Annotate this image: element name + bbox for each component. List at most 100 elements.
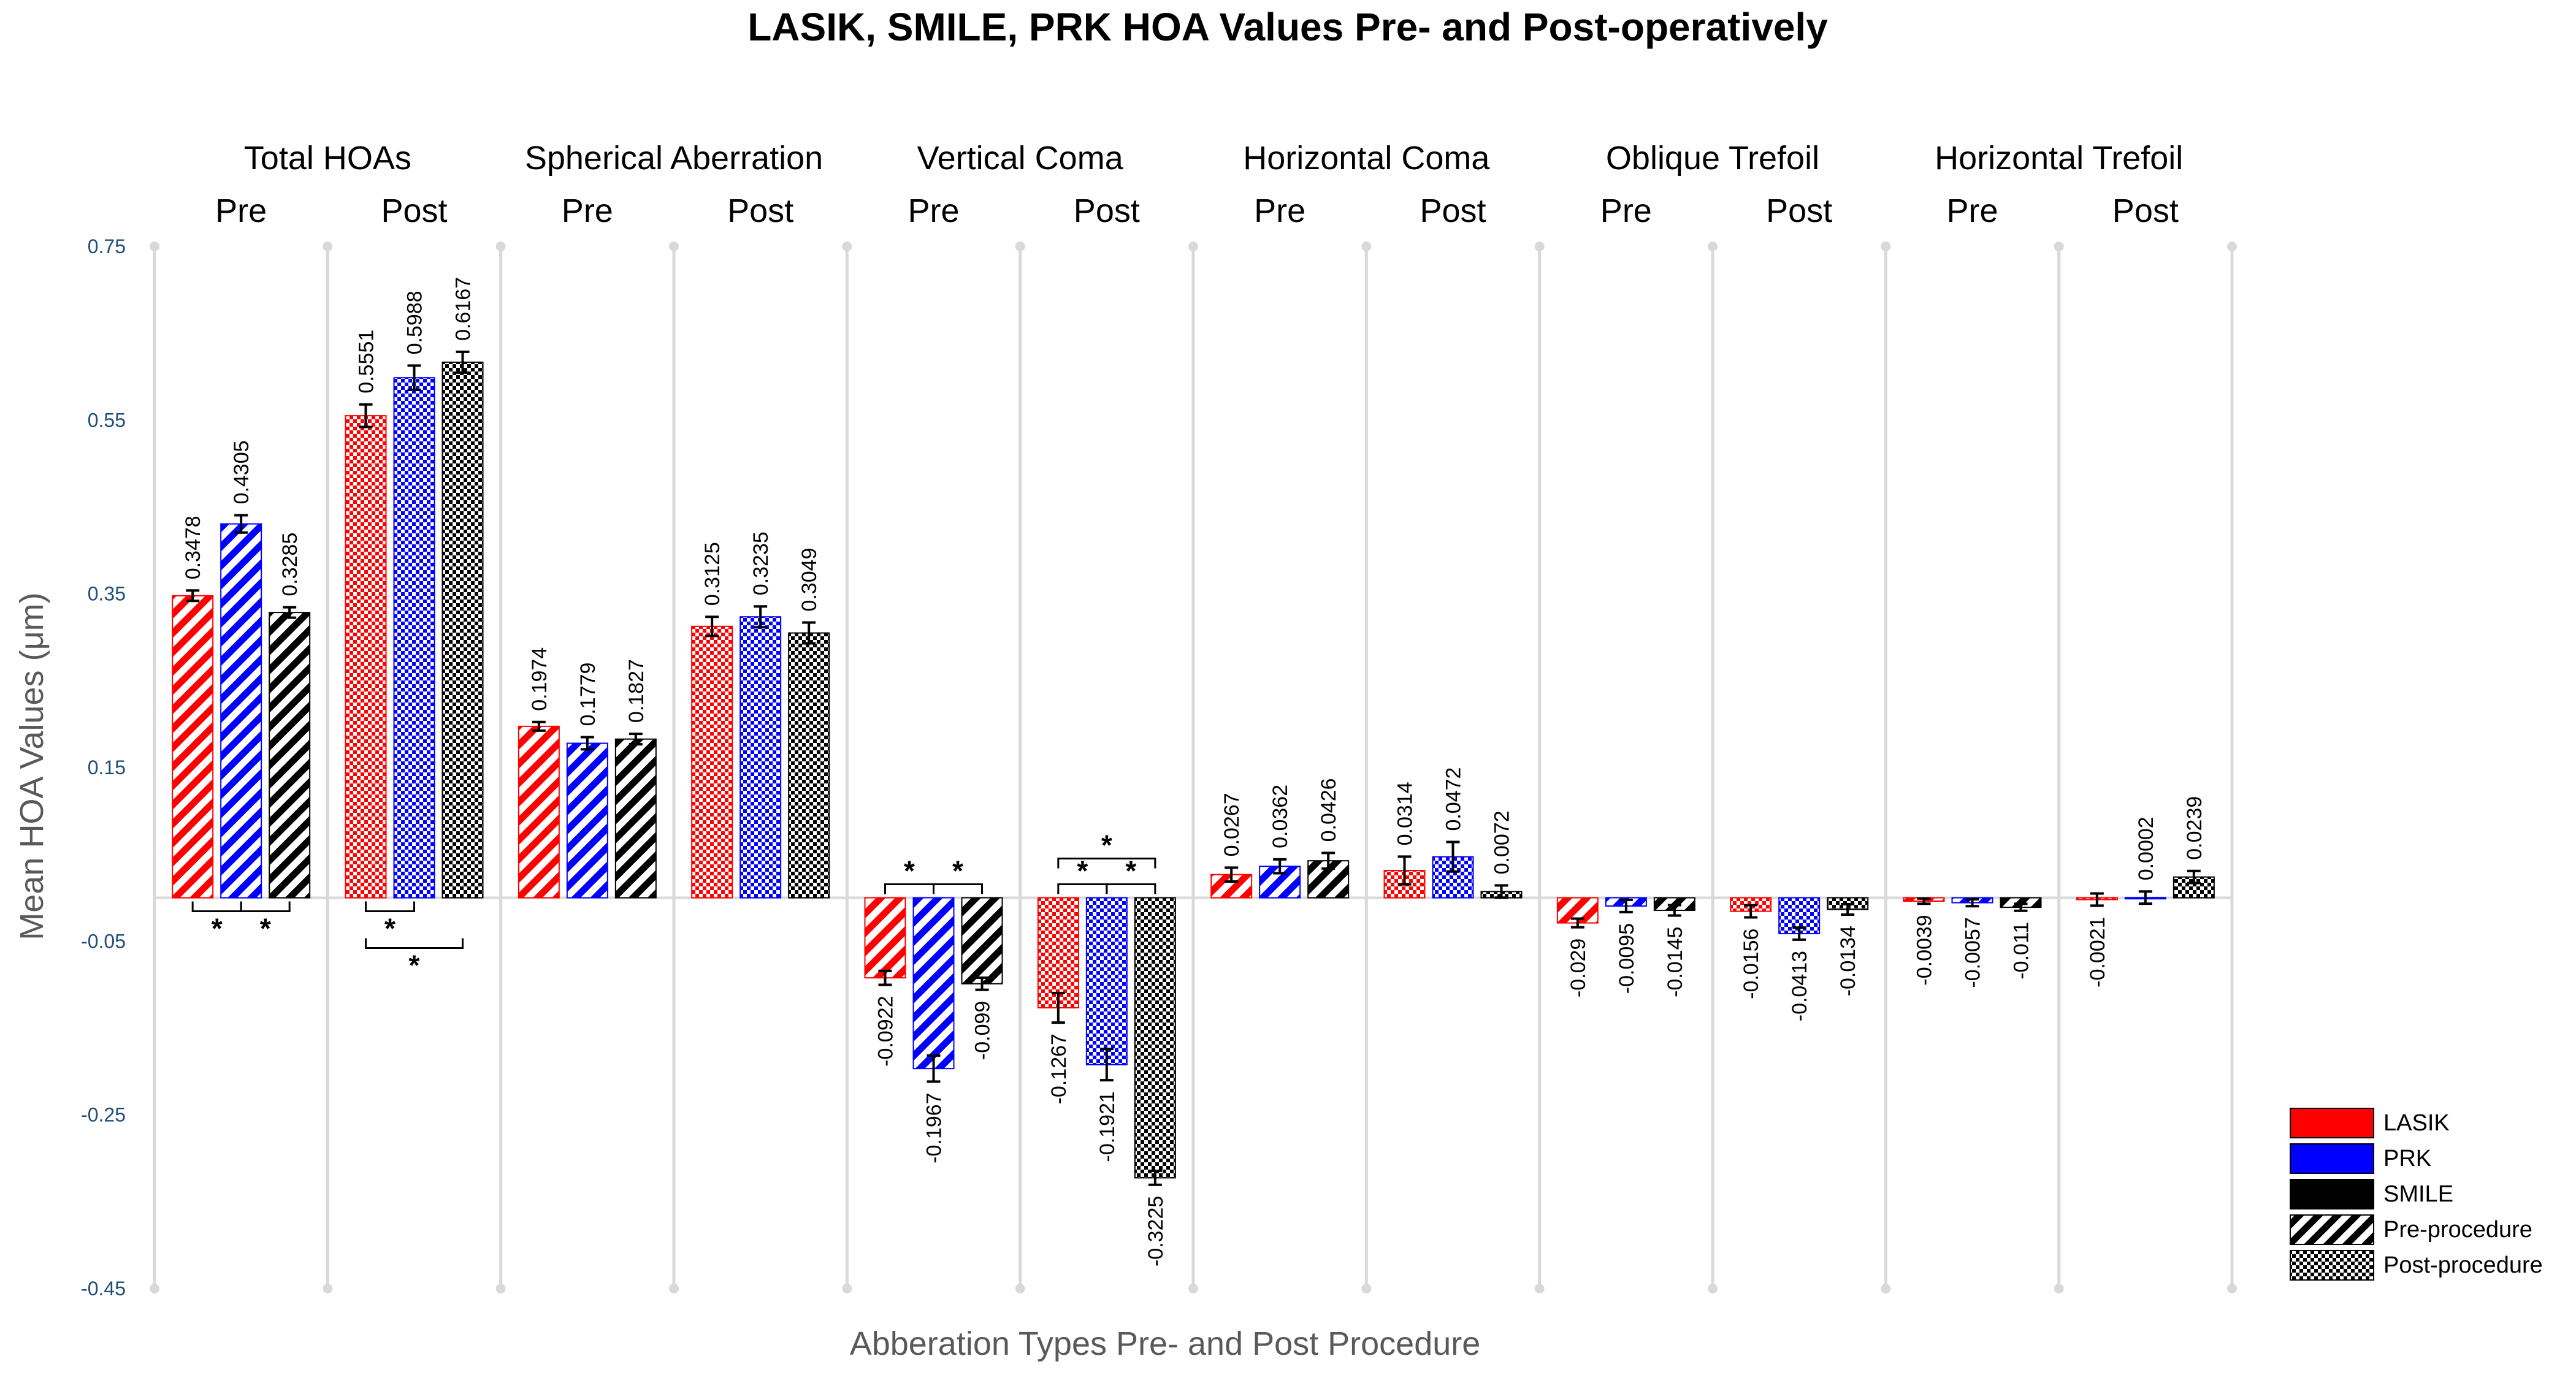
value-label: 0.0426	[1317, 778, 1340, 842]
value-label: 0.3285	[278, 533, 302, 596]
bar-smile-pre	[269, 612, 311, 899]
value-label: 0.3125	[701, 542, 724, 606]
significance-star: *	[409, 950, 420, 981]
separator-dot-top	[1015, 242, 1025, 251]
legend-swatch-smile	[2290, 1179, 2374, 1209]
value-label: -0.0922	[874, 996, 898, 1066]
chart-title: LASIK, SMILE, PRK HOA Values Pre- and Po…	[747, 5, 1828, 49]
significance-star: *	[1101, 829, 1112, 861]
legend-label: Pre-procedure	[2383, 1217, 2532, 1243]
separator-dot-bottom	[2054, 1284, 2064, 1293]
value-label: -0.1267	[1047, 1034, 1071, 1104]
value-label: -0.3225	[1144, 1196, 1168, 1266]
legend-label: SMILE	[2383, 1181, 2453, 1207]
group-label: Spherical Aberration	[525, 140, 823, 177]
significance-star: *	[952, 855, 963, 887]
value-label: 0.3235	[749, 531, 773, 595]
separator-dot-top	[495, 242, 506, 251]
significance-bracket	[240, 901, 291, 912]
bar-prk-post	[740, 616, 782, 899]
separator-dot-bottom	[150, 1284, 159, 1293]
legend: LASIK PRK SMILE Pre-procedure Post-procedure	[2290, 1108, 2543, 1281]
significance-layer: * * * * * * * * *	[191, 829, 1156, 981]
phase-label-post: Post	[2112, 192, 2179, 229]
value-label: 0.0002	[2135, 817, 2158, 880]
bar-lasik-pre	[864, 897, 906, 979]
value-label: -0.0039	[1913, 915, 1936, 985]
value-label: 0.0072	[1491, 810, 1514, 874]
value-label: -0.0145	[1664, 927, 1687, 997]
separator-dot-bottom	[842, 1284, 852, 1293]
legend-swatch-prk	[2290, 1143, 2374, 1174]
value-label: -0.0134	[1836, 926, 1860, 996]
bar-prk-post	[393, 377, 435, 899]
bar-lasik-pre	[172, 595, 214, 899]
separator-dot-top	[150, 242, 159, 251]
value-label: 0.0362	[1269, 785, 1292, 848]
bar-smile-pre	[961, 897, 1003, 985]
bar-lasik-post	[1037, 897, 1079, 1008]
group-label: Horizontal Coma	[1243, 140, 1490, 177]
significance-bracket	[933, 883, 983, 894]
y-tick-layer: 0.75 0.55 0.35 0.15 -0.05 -0.25 -0.45	[81, 235, 126, 1300]
separator-dot-top	[1188, 242, 1198, 251]
separator-dot-top	[842, 242, 852, 251]
significance-star: *	[384, 913, 396, 945]
value-label: -0.0021	[2086, 916, 2109, 987]
value-label: 0.1974	[528, 647, 551, 711]
bar-prk-pre	[912, 897, 955, 1070]
significance-star: *	[212, 913, 223, 945]
y-tick-label: 0.55	[88, 409, 126, 431]
value-label: 0.1779	[576, 663, 600, 726]
value-label: 0.0267	[1220, 793, 1244, 856]
separator-dot-bottom	[2227, 1284, 2237, 1293]
phase-label-post: Post	[1420, 192, 1486, 229]
value-label: 0.6167	[452, 277, 475, 341]
legend-swatch-post-procedure	[2290, 1250, 2374, 1281]
value-label: 0.5988	[403, 291, 427, 354]
phase-label-pre: Pre	[1946, 192, 1998, 229]
separator-dot-bottom	[1708, 1284, 1718, 1293]
value-label: -0.011	[2010, 922, 2033, 980]
separator-dot-top	[1881, 242, 1891, 251]
phase-label-post: Post	[727, 192, 793, 229]
y-tick-label: -0.45	[81, 1278, 126, 1300]
phase-label-post: Post	[1074, 192, 1140, 229]
value-label: 0.5551	[355, 330, 378, 394]
value-label: -0.029	[1567, 939, 1590, 997]
phase-label-pre: Pre	[562, 192, 613, 229]
bar-prk-pre	[220, 523, 262, 899]
separator-dot-top	[323, 242, 333, 251]
separator-dot-bottom	[1188, 1284, 1198, 1293]
value-label: -0.099	[971, 1001, 995, 1060]
group-label: Vertical Coma	[917, 140, 1124, 177]
significance-star: *	[260, 913, 271, 945]
value-label: 0.0314	[1394, 782, 1417, 845]
group-label: Horizontal Trefoil	[1935, 140, 2183, 177]
value-label: -0.1921	[1096, 1091, 1119, 1162]
bar-prk-post	[1432, 856, 1474, 899]
bar-prk-pre	[566, 742, 608, 899]
significance-bracket	[1057, 858, 1156, 869]
phase-label-pre: Pre	[908, 192, 959, 229]
y-tick-label: -0.05	[81, 930, 126, 952]
x-axis-label: Abberation Types Pre- and Post Procedure	[850, 1325, 1481, 1362]
separator-dot-top	[2227, 242, 2237, 251]
separator-dot-top	[1361, 242, 1372, 251]
group-header-layer: Total HOAs Pre Post Spherical Aberration Pre…	[215, 140, 2183, 229]
bar-smile-pre	[614, 738, 657, 899]
bar-smile-post	[1134, 897, 1176, 1179]
group-label: Oblique Trefoil	[1606, 140, 1819, 177]
value-label: 0.0472	[1442, 767, 1466, 831]
value-label: -0.0095	[1615, 923, 1638, 994]
group-label: Total HOAs	[244, 140, 411, 177]
y-tick-label: 0.15	[88, 756, 126, 779]
value-label: -0.1967	[923, 1092, 946, 1163]
significance-star: *	[1077, 855, 1088, 887]
bar-smile-post	[788, 632, 830, 899]
y-tick-label: 0.75	[88, 235, 126, 257]
phase-label-post: Post	[381, 192, 447, 229]
separator-dot-top	[669, 242, 679, 251]
separator-dot-bottom	[495, 1284, 506, 1293]
bar-lasik-post	[691, 625, 733, 899]
